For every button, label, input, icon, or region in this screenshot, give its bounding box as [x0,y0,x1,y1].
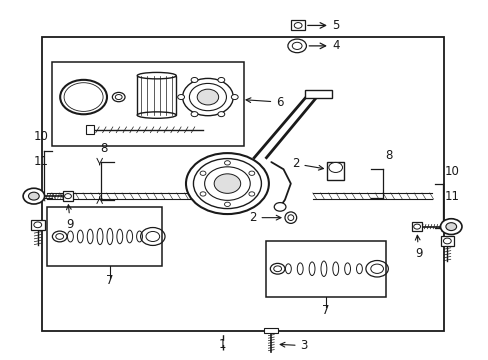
Ellipse shape [137,112,176,118]
Circle shape [34,222,41,228]
Bar [137,76,176,115]
Bar [62,192,73,201]
Bar [47,207,161,266]
Text: 4: 4 [331,39,339,52]
Circle shape [248,171,254,175]
Circle shape [443,238,450,244]
Circle shape [28,192,39,200]
Text: 11: 11 [34,155,49,168]
Text: 7: 7 [106,274,114,287]
Circle shape [56,234,63,239]
Text: 7: 7 [322,304,329,317]
Circle shape [200,192,205,196]
Circle shape [370,264,383,273]
Text: 10: 10 [34,130,48,143]
Circle shape [146,231,159,242]
Ellipse shape [285,212,296,224]
Circle shape [64,194,71,199]
Bar [264,328,278,333]
Ellipse shape [137,72,176,79]
Circle shape [440,219,461,234]
Text: 3: 3 [280,339,307,352]
Circle shape [287,39,306,53]
Circle shape [185,153,268,214]
Text: 2: 2 [248,211,281,224]
Circle shape [292,42,302,49]
Circle shape [193,159,261,208]
Circle shape [218,77,224,82]
Text: 1: 1 [218,338,226,351]
Text: 10: 10 [444,165,459,178]
Circle shape [231,95,238,100]
Text: 8: 8 [100,142,107,155]
Circle shape [224,202,230,207]
Text: 11: 11 [444,190,459,203]
Circle shape [224,161,230,165]
Text: 9: 9 [66,205,74,231]
Text: 6: 6 [245,96,283,109]
Bar [411,222,422,231]
Circle shape [273,266,281,272]
Circle shape [274,203,285,211]
Bar [42,37,444,330]
Circle shape [204,167,250,201]
Circle shape [197,89,218,105]
Circle shape [23,188,44,204]
Circle shape [189,84,226,111]
Circle shape [182,78,233,116]
Circle shape [191,112,198,117]
Text: 8: 8 [385,149,392,162]
Circle shape [248,192,254,196]
Text: 9: 9 [414,235,422,260]
Circle shape [200,171,205,175]
Bar [440,236,453,246]
Bar [52,62,244,146]
Circle shape [445,223,456,230]
Bar [266,241,385,297]
Bar [327,162,344,180]
Circle shape [218,112,224,117]
Circle shape [191,77,198,82]
Ellipse shape [287,215,293,221]
Bar [305,90,331,98]
Bar [86,126,94,134]
Circle shape [214,174,240,193]
Circle shape [115,95,122,100]
Bar [31,220,44,230]
Bar [291,21,305,31]
Circle shape [294,23,302,28]
Text: 5: 5 [331,19,339,32]
Circle shape [177,95,184,100]
Circle shape [413,224,420,229]
Circle shape [328,162,342,172]
Text: 2: 2 [291,157,323,170]
